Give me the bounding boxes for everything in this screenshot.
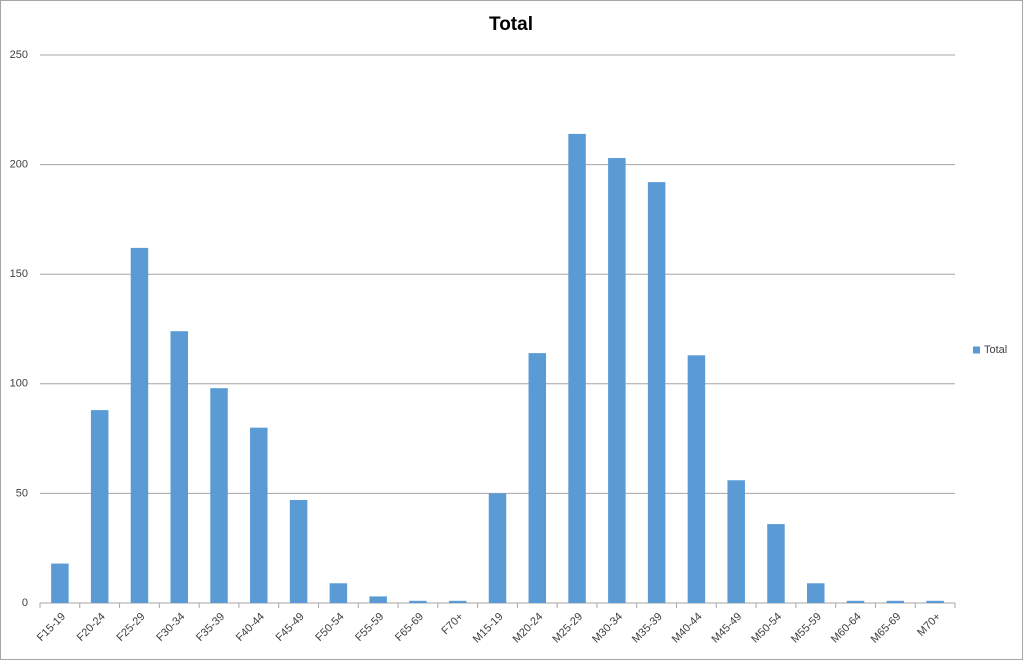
- bar: [130, 247, 149, 603]
- bar: [568, 133, 586, 604]
- bar: [369, 596, 387, 603]
- bar: [409, 600, 427, 603]
- bar: [448, 600, 467, 603]
- legend-label: Total: [984, 344, 1007, 356]
- bar: [807, 583, 825, 603]
- y-tick-label: 150: [10, 268, 28, 280]
- chart-title: Total: [489, 14, 533, 35]
- bar: [250, 427, 268, 603]
- y-tick-label: 250: [10, 49, 28, 61]
- bar: [687, 355, 706, 603]
- y-tick-label: 100: [10, 378, 28, 390]
- bar: [767, 524, 785, 603]
- y-tick-label: 0: [22, 597, 28, 609]
- bar: [329, 583, 348, 603]
- bar: [90, 410, 109, 603]
- bar: [289, 499, 308, 603]
- bar: [488, 493, 507, 603]
- bar: [51, 563, 69, 603]
- bar: [926, 600, 944, 603]
- bar: [647, 182, 666, 604]
- bar: [608, 158, 626, 604]
- bar: [170, 331, 188, 603]
- y-tick-label: 200: [10, 159, 28, 171]
- bar: [528, 353, 547, 603]
- bar: [727, 480, 745, 603]
- y-tick-label: 50: [16, 487, 28, 499]
- bar: [210, 388, 228, 603]
- legend-swatch: [973, 346, 980, 354]
- bar: [846, 600, 865, 603]
- bar: [886, 600, 905, 603]
